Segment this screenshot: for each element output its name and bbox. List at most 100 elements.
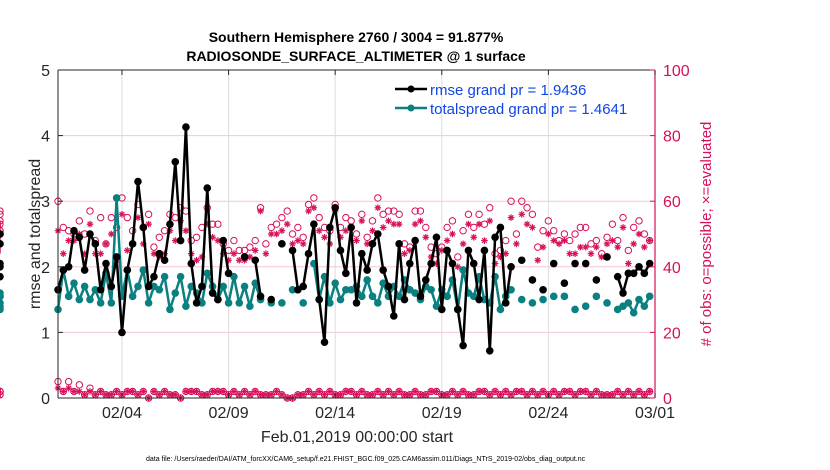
evaluated_obs-marker bbox=[465, 220, 472, 228]
totalspread-point bbox=[134, 282, 142, 291]
evaluated_obs-marker bbox=[214, 237, 222, 244]
y-tick-label: 0 bbox=[41, 391, 50, 408]
evaluated_obs-marker bbox=[267, 230, 275, 238]
evaluated_obs-marker bbox=[374, 204, 382, 212]
totalspread-point bbox=[640, 302, 649, 310]
possible_obs-marker bbox=[496, 246, 505, 255]
totalspread-point bbox=[198, 299, 206, 307]
rmse-point bbox=[416, 292, 425, 301]
evaluated_obs_bottom-marker bbox=[486, 391, 494, 399]
possible_obs-marker bbox=[123, 213, 131, 222]
possible_obs-marker bbox=[0, 220, 4, 228]
evaluated_obs_bottom-marker bbox=[518, 388, 526, 395]
rmse-point bbox=[571, 259, 579, 268]
totalspread-point bbox=[539, 295, 547, 304]
totalspread-point bbox=[278, 299, 286, 307]
evaluated_obs-marker bbox=[454, 263, 462, 271]
y2-tick-label: 60 bbox=[663, 194, 681, 211]
rmse-point bbox=[315, 295, 323, 304]
totalspread-point bbox=[331, 279, 339, 288]
evaluated_obs-marker bbox=[587, 250, 595, 257]
evaluated_obs_bottom-marker bbox=[230, 388, 238, 395]
y-axis-label: rmse and totalspread bbox=[27, 159, 44, 309]
rmse-point bbox=[214, 295, 222, 304]
evaluated_obs-marker bbox=[353, 237, 360, 244]
totalspread-point bbox=[224, 299, 233, 307]
evaluated_obs-marker bbox=[294, 237, 302, 244]
possible_obs-marker bbox=[379, 210, 387, 219]
evaluated_obs_bottom-marker bbox=[646, 388, 653, 395]
rmse-point bbox=[640, 269, 649, 278]
evaluated_obs-marker bbox=[305, 207, 312, 215]
totalspread-point bbox=[459, 266, 467, 274]
rmse-point bbox=[459, 341, 467, 350]
possible_obs-marker bbox=[0, 210, 4, 219]
possible_obs-marker bbox=[512, 230, 521, 238]
rmse-point bbox=[485, 346, 494, 355]
evaluated_obs_bottom-marker bbox=[353, 391, 360, 399]
evaluated_obs-marker bbox=[502, 250, 510, 257]
rmse-point bbox=[528, 276, 537, 284]
evaluated_obs-marker bbox=[97, 250, 104, 257]
rmse-point bbox=[219, 236, 228, 245]
rmse-point bbox=[448, 259, 457, 268]
totalspread-point bbox=[155, 285, 164, 294]
evaluated_obs-marker bbox=[566, 250, 574, 257]
evaluated_obs-marker bbox=[385, 217, 392, 225]
rmse-point bbox=[0, 230, 4, 238]
evaluated_obs-marker bbox=[529, 224, 536, 231]
possible_obs-marker bbox=[310, 194, 318, 202]
rmse-point bbox=[342, 269, 350, 278]
possible_obs-marker bbox=[464, 210, 473, 219]
evaluated_obs_bottom-marker bbox=[555, 391, 563, 399]
evaluated_obs-marker bbox=[449, 230, 456, 238]
evaluated_obs-marker bbox=[102, 240, 110, 248]
rmse-point bbox=[134, 177, 142, 186]
evaluated_obs_bottom-marker bbox=[502, 388, 510, 395]
totalspread-point bbox=[107, 299, 116, 307]
evaluated_obs-marker bbox=[123, 247, 131, 254]
evaluated_obs_bottom-marker bbox=[273, 388, 280, 395]
evaluated_obs-marker bbox=[555, 240, 563, 248]
rmse-point bbox=[358, 249, 366, 258]
totalspread-point bbox=[144, 299, 153, 307]
evaluated_obs_bottom-marker bbox=[550, 388, 558, 395]
evaluated_obs-marker bbox=[257, 207, 264, 215]
evaluated_obs-marker bbox=[108, 230, 115, 238]
possible_obs-marker bbox=[411, 207, 419, 215]
rmse-point bbox=[517, 256, 526, 265]
evaluated_obs_bottom-marker bbox=[246, 391, 254, 399]
totalspread-point bbox=[363, 276, 371, 284]
rmse-point bbox=[182, 123, 190, 131]
evaluated_obs_bottom-marker bbox=[203, 391, 211, 399]
evaluated_obs_bottom-marker bbox=[395, 388, 403, 395]
evaluated_obs_bottom-marker bbox=[566, 388, 574, 395]
rmse-point bbox=[363, 266, 371, 274]
evaluated_obs-marker bbox=[251, 247, 259, 254]
totalspread-point bbox=[182, 302, 190, 310]
totalspread-point bbox=[342, 285, 350, 294]
possible_obs-marker bbox=[528, 210, 537, 219]
possible_obs-marker bbox=[96, 213, 105, 222]
axes bbox=[57, 69, 656, 399]
possible_obs-marker bbox=[278, 213, 286, 222]
rmse-point bbox=[464, 246, 473, 255]
y2-tick-label: 80 bbox=[663, 129, 681, 146]
possible_obs-marker bbox=[192, 233, 201, 241]
evaluated_obs-marker bbox=[561, 237, 568, 244]
evaluated_obs_bottom-marker bbox=[305, 388, 312, 395]
y-tick-labels: 0 1 2 3 4 5 bbox=[41, 63, 50, 408]
possible_obs_bottom-marker bbox=[0, 391, 4, 399]
evaluated_obs_bottom-marker bbox=[219, 388, 227, 395]
legend-rmse-marker bbox=[407, 85, 415, 93]
evaluated_obs_bottom-marker bbox=[161, 388, 168, 395]
rmse-point bbox=[251, 256, 260, 265]
evaluated_obs_bottom-marker bbox=[65, 384, 72, 392]
evaluated_obs-marker bbox=[289, 240, 296, 248]
possible_obs-marker bbox=[395, 210, 403, 219]
evaluated_obs-marker bbox=[60, 250, 67, 257]
evaluated_obs_bottom-marker bbox=[523, 391, 531, 399]
possible_obs-marker bbox=[454, 253, 462, 261]
rmse-point bbox=[549, 259, 558, 268]
possible_obs-marker bbox=[592, 236, 601, 245]
